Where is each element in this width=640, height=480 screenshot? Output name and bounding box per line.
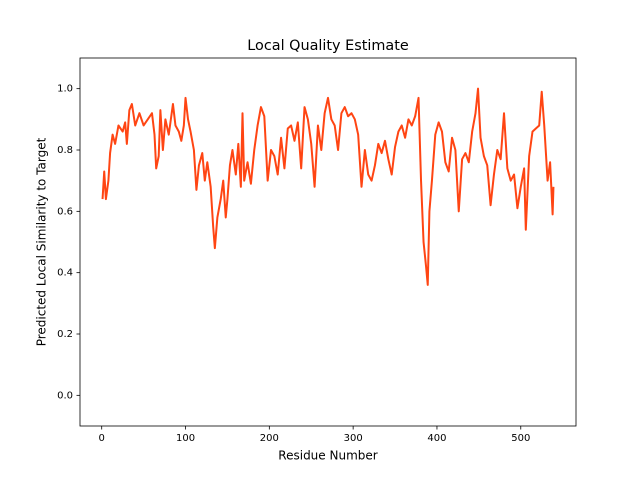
y-tick-label: 1.0 bbox=[57, 84, 73, 95]
y-tick-label: 0.2 bbox=[57, 329, 73, 340]
y-tick-label: 0.6 bbox=[57, 206, 73, 217]
x-tick-label: 500 bbox=[511, 433, 530, 444]
plot-frame bbox=[79, 57, 577, 427]
line-series bbox=[101, 87, 555, 286]
x-tick-label: 0 bbox=[99, 433, 105, 444]
y-axis-label: Predicted Local Similarity to Target bbox=[35, 137, 49, 346]
x-tick-label: 300 bbox=[344, 433, 363, 444]
x-axis-label: Residue Number bbox=[278, 449, 377, 463]
x-tick-label: 200 bbox=[260, 433, 279, 444]
x-tick-label: 100 bbox=[176, 433, 195, 444]
y-tick-label: 0.4 bbox=[57, 268, 73, 279]
y-tick-label: 0.8 bbox=[57, 145, 73, 156]
x-tick-label: 400 bbox=[427, 433, 446, 444]
chart-title: Local Quality Estimate bbox=[247, 38, 409, 54]
y-tick-label: 0.0 bbox=[57, 390, 73, 401]
